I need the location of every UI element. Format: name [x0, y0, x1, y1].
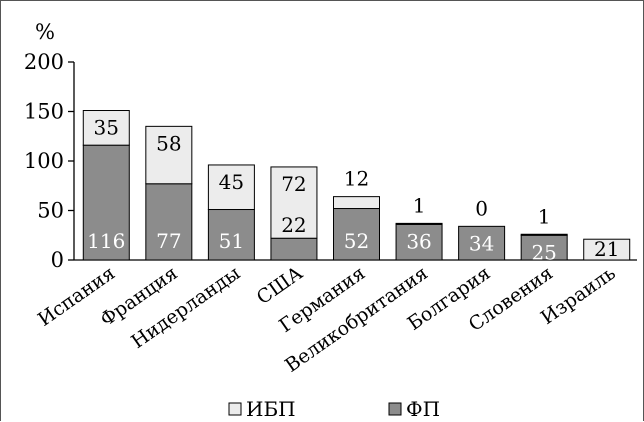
x-tick-label: Нидерланды: [127, 262, 244, 353]
y-tick-label: 0: [51, 248, 64, 272]
data-label-ibp: 72: [281, 172, 306, 196]
bar-ibp: [82, 110, 130, 146]
legend: ИБП ФП: [228, 397, 440, 421]
y-axis-label: %: [35, 20, 55, 44]
bar-ibp: [395, 222, 443, 225]
bar-fp: [207, 209, 255, 261]
data-label-fp: 22: [281, 213, 306, 237]
bar-ibp: [145, 125, 193, 185]
data-label-ibp: 1: [538, 204, 551, 228]
bars: 116 35 77 58 51 45 22 72 52 12 36 1 34 0 25 1 21: [82, 110, 631, 264]
y-tick-label: 200: [24, 50, 64, 74]
bar-fp: [520, 234, 568, 261]
data-label-fp: 52: [344, 229, 369, 253]
y-tick-label: 150: [24, 100, 64, 124]
data-label-fp: 36: [406, 229, 431, 253]
data-label-fp: 51: [219, 229, 244, 253]
data-label-fp: 77: [156, 229, 181, 253]
data-label-ibp: 45: [219, 170, 244, 194]
data-label-ibp: 0: [475, 196, 488, 220]
bar-ibp: [270, 166, 318, 239]
legend-ibp-label: ИБП: [246, 397, 296, 421]
bar-fp: [145, 183, 193, 261]
data-label-fp: 116: [87, 229, 125, 253]
bar-fp: [395, 223, 443, 261]
data-label-fp: 25: [531, 240, 556, 264]
data-label-ibp: 21: [594, 237, 619, 261]
bar-ibp: [207, 164, 255, 211]
legend-ibp-swatch: [228, 402, 242, 416]
data-label-fp: 34: [469, 231, 494, 255]
y-tick-label: 100: [24, 149, 64, 173]
bar-ibp: [333, 196, 380, 210]
bar-ibp: [583, 238, 631, 261]
data-label-ibp: 12: [344, 167, 369, 191]
bar-fp: [270, 237, 318, 261]
legend-fp-swatch: [388, 402, 402, 416]
bar-fp: [458, 225, 506, 261]
data-label-ibp: 1: [413, 193, 426, 217]
bar-ibp: [520, 233, 568, 236]
data-label-ibp: 35: [94, 116, 119, 140]
legend-fp-label: ФП: [406, 397, 440, 421]
bar-fp: [333, 208, 380, 261]
y-tick-label: 50: [37, 199, 64, 223]
data-label-ibp: 58: [156, 131, 181, 155]
